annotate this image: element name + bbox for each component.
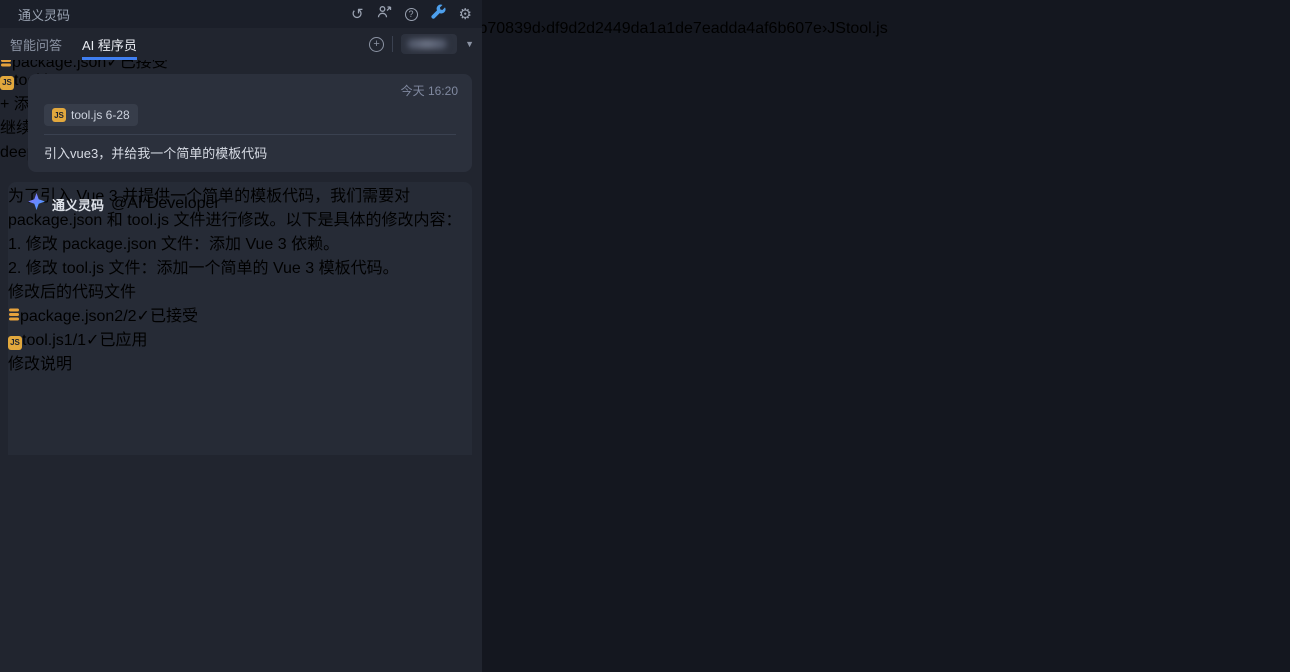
change-count: 2/2: [114, 308, 137, 325]
js-lang-icon: JS: [827, 20, 846, 37]
tab-ai-programmer[interactable]: AI 程序员: [72, 28, 147, 60]
js-file-icon: JS: [8, 335, 22, 350]
chat-scroll-area: 今天 16:20 JS tool.js 6-28 引入vue3，并给我一个简单的…: [0, 60, 482, 455]
json-file-icon: [8, 308, 20, 325]
context-file-chip[interactable]: JS tool.js 6-28: [44, 104, 138, 126]
ai-name: 通义灵码: [52, 197, 105, 213]
user-message-text: 引入vue3，并给我一个简单的模板代码: [44, 146, 268, 161]
session-selector[interactable]: [401, 34, 458, 54]
notes-heading: 修改说明: [8, 356, 73, 373]
breadcrumb-item[interactable]: JStool.js: [827, 20, 888, 37]
ai-list: 1. 修改 package.json 文件：添加 Vue 3 依赖。 2. 修改 …: [8, 230, 472, 278]
applied-check-icon: ✓: [86, 332, 100, 349]
help-icon[interactable]: ?: [404, 7, 418, 21]
status-badge: 已应用: [99, 332, 148, 349]
js-file-icon: JS: [0, 75, 14, 90]
tab-smart-qa[interactable]: 智能问答: [10, 37, 63, 53]
divider: [392, 36, 394, 52]
history-icon[interactable]: ↺: [350, 5, 364, 23]
lingma-chat-panel: 通义灵码 ↺ ? ⚙ 智能问答 AI 程序员 + ▼ 今天 16:20: [0, 0, 482, 672]
panel-title: 通义灵码: [18, 7, 71, 23]
file-name: package.json: [20, 308, 115, 325]
ai-paragraph: 为了引入 Vue 3 并提供一个简单的模板代码，我们需要对 package.js…: [8, 188, 462, 229]
user-message-bubble: 今天 16:20 JS tool.js 6-28 引入vue3，并给我一个简单的…: [28, 74, 472, 172]
ai-list-item: 2. 修改 tool.js 文件：添加一个简单的 Vue 3 模板代码。: [8, 260, 399, 277]
ai-list-item: 1. 修改 package.json 文件：添加 Vue 3 依赖。: [8, 236, 340, 253]
js-file-icon: JS: [52, 108, 66, 122]
status-badge: 已接受: [149, 308, 198, 325]
ai-response-block: 通义灵码 @AI Developer 为了引入 Vue 3 并提供一个简单的模板…: [8, 182, 472, 455]
breadcrumb-item[interactable]: df9d2d2449da1a1de7eadda4af6b607e: [546, 20, 822, 37]
gear-icon[interactable]: ⚙: [458, 5, 472, 23]
breadcrumb-separator: ›: [540, 20, 547, 37]
divider: [44, 134, 456, 135]
chevron-down-icon[interactable]: ▼: [465, 39, 474, 49]
modified-file-row[interactable]: package.json2/2✓已接受: [8, 302, 472, 326]
panel-tab-bar: 智能问答 AI 程序员 + ▼: [0, 28, 482, 60]
wrench-icon[interactable]: [430, 4, 446, 24]
new-session-icon[interactable]: +: [369, 36, 385, 52]
file-name: tool.js: [22, 332, 64, 349]
plus-icon[interactable]: +: [0, 96, 10, 113]
ai-response-header: 通义灵码 @AI Developer: [28, 193, 220, 215]
panel-title-icons: ↺ ? ⚙: [351, 4, 472, 24]
message-timestamp: 今天 16:20: [400, 84, 458, 98]
panel-titlebar: 通义灵码 ↺ ? ⚙: [0, 0, 482, 28]
change-count: 1/1: [63, 332, 87, 349]
modified-file-row[interactable]: JS tool.js1/1✓已应用: [8, 326, 472, 350]
user-share-icon[interactable]: [377, 5, 392, 24]
breadcrumb-separator: ›: [821, 20, 828, 37]
ai-handle: @AI Developer: [111, 195, 220, 212]
accepted-check-icon: ✓: [136, 308, 150, 325]
modified-files-heading: 修改后的代码文件: [8, 284, 137, 301]
lingma-logo-icon: [28, 193, 45, 215]
